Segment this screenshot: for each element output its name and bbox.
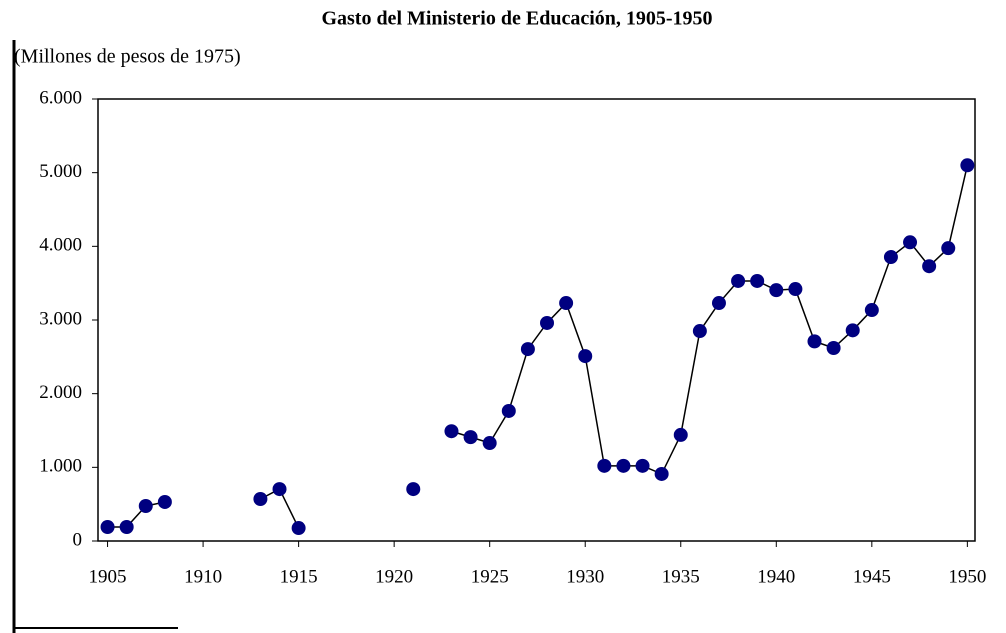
y-tick-label: 4.000: [39, 235, 82, 256]
data-point: [520, 342, 535, 357]
data-point: [692, 324, 707, 339]
x-tick-label: 1940: [757, 566, 795, 587]
y-tick-label: 0: [73, 529, 83, 550]
data-point: [100, 520, 115, 535]
y-tick-label: 6.000: [39, 87, 82, 108]
data-point: [845, 323, 860, 338]
x-tick-label: 1910: [184, 566, 222, 587]
chart-title: Gasto del Ministerio de Educación, 1905-…: [321, 8, 712, 30]
x-tick-label: 1945: [853, 566, 891, 587]
x-tick-label: 1915: [280, 566, 318, 587]
data-point: [444, 424, 459, 439]
y-tick-label: 5.000: [39, 161, 82, 182]
data-point: [597, 458, 612, 473]
data-point: [559, 296, 574, 311]
data-point: [119, 520, 134, 535]
data-point: [272, 482, 287, 497]
data-point: [578, 349, 593, 364]
data-point: [654, 466, 669, 481]
y-tick-label: 1.000: [39, 456, 82, 477]
plot-frame: [97, 98, 976, 542]
data-point: [291, 521, 306, 536]
data-point: [616, 458, 631, 473]
data-point: [540, 315, 555, 330]
data-point: [922, 259, 937, 274]
x-tick-label: 1935: [662, 566, 700, 587]
data-point: [253, 492, 268, 507]
data-point: [750, 273, 765, 288]
data-point: [769, 283, 784, 298]
data-point: [731, 273, 746, 288]
x-tick-label: 1950: [948, 566, 986, 587]
data-point: [826, 340, 841, 355]
x-tick-label: 1905: [89, 566, 127, 587]
data-point: [941, 241, 956, 256]
data-point: [864, 303, 879, 318]
data-point: [883, 250, 898, 265]
data-point: [711, 296, 726, 311]
x-tick-label: 1930: [566, 566, 604, 587]
data-point: [635, 458, 650, 473]
chart-subtitle: (Millones de pesos de 1975): [14, 46, 241, 68]
data-point: [903, 235, 918, 250]
data-point: [406, 482, 421, 497]
data-point: [673, 427, 688, 442]
data-point: [157, 494, 172, 509]
data-point: [788, 282, 803, 297]
x-tick-label: 1925: [471, 566, 509, 587]
data-point: [482, 436, 497, 451]
data-point: [960, 158, 975, 173]
data-point: [501, 403, 516, 418]
data-point: [138, 499, 153, 514]
x-tick-label: 1920: [375, 566, 413, 587]
data-point: [463, 430, 478, 445]
y-tick-label: 2.000: [39, 382, 82, 403]
data-point: [807, 334, 822, 349]
y-tick-label: 3.000: [39, 308, 82, 329]
